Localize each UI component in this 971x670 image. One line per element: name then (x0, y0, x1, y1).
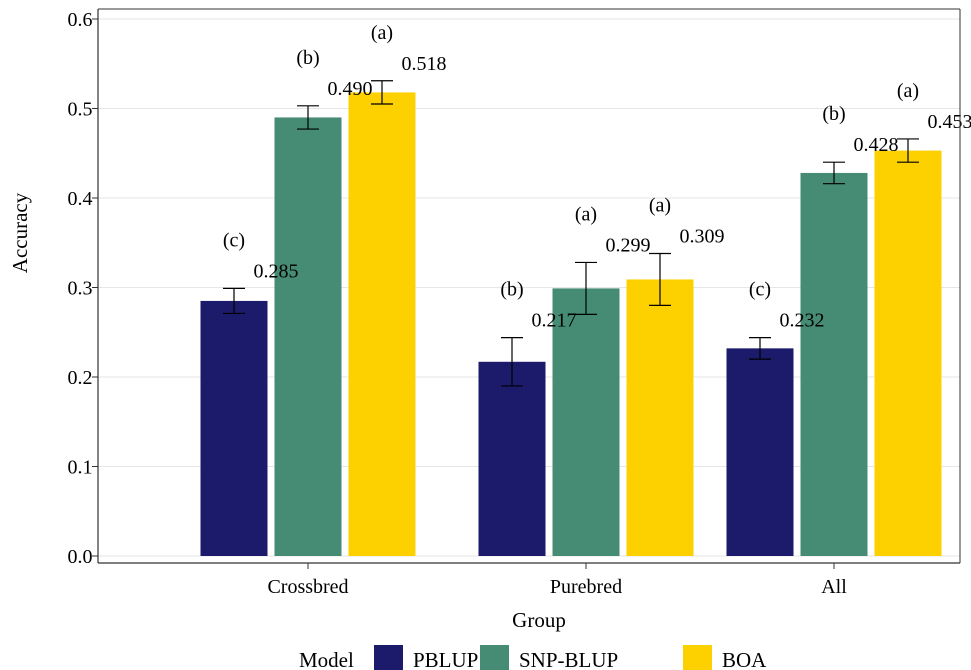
error-bar-boa-all (897, 138, 919, 163)
value-label-pblup-all: 0.232 (780, 310, 825, 332)
x-tick-label-crossbred: Crossbred (267, 576, 348, 598)
bar-boa-all (874, 150, 942, 556)
y-tick-label-3: 0.3 (68, 278, 93, 300)
x-tick-label-all: All (821, 576, 847, 598)
value-label-snp-blup-purebred: 0.299 (606, 234, 651, 256)
legend: Model PBLUP SNP-BLUP BOA (299, 645, 767, 670)
error-bar-boa-purebred (649, 252, 671, 306)
value-label-snp-blup-all: 0.428 (854, 134, 899, 156)
error-bar-snp-blup-all (823, 161, 845, 185)
y-tick-label-6: 0.6 (68, 9, 93, 31)
y-axis-title: Accuracy (8, 192, 32, 273)
value-label-pblup-purebred: 0.217 (532, 310, 577, 332)
bar-boa-crossbred (348, 92, 416, 556)
bar-pblup-purebred (478, 361, 546, 556)
value-label-pblup-crossbred: 0.285 (254, 260, 299, 282)
legend-label-boa: BOA (722, 648, 767, 670)
error-bar-boa-crossbred (371, 80, 393, 105)
bar-pblup-crossbred (200, 300, 268, 556)
value-label-boa-all: 0.453 (928, 111, 971, 133)
bar-boa-purebred (626, 279, 694, 556)
legend-title: Model (299, 648, 354, 670)
legend-swatch-pblup (374, 645, 403, 670)
error-bar-pblup-purebred (501, 337, 523, 387)
legend-label-snp-blup: SNP-BLUP (519, 648, 618, 670)
letter-label-boa-purebred: (a) (649, 194, 671, 216)
value-label-boa-crossbred: 0.518 (402, 53, 447, 75)
letter-label-pblup-all: (c) (749, 279, 771, 301)
axes: 0.0 0.1 0.2 0.3 0.4 0.5 0.6 Crossbred Purebred Al… (68, 8, 961, 598)
value-label-boa-purebred: 0.309 (680, 225, 725, 247)
letter-label-pblup-crossbred: (c) (223, 229, 245, 251)
error-bars (223, 80, 919, 387)
legend-label-pblup: PBLUP (413, 648, 478, 670)
x-axis-title: Group (512, 608, 566, 632)
bar-labels: 0.285 (c) 0.217 (b) 0.232 (c) 0.490 (b) 0.299 (a)… (223, 22, 971, 332)
letter-label-snp-blup-crossbred: (b) (296, 47, 319, 69)
letter-label-snp-blup-all: (b) (822, 103, 845, 125)
x-tick-label-purebred: Purebred (550, 576, 622, 598)
bar-snp-blup-all (800, 172, 868, 556)
y-tick-label-5: 0.5 (68, 99, 93, 121)
bar-pblup-all (726, 348, 794, 556)
y-tick-label-4: 0.4 (68, 188, 93, 210)
error-bar-pblup-crossbred (223, 287, 245, 315)
bar-snp-blup-crossbred (274, 117, 342, 556)
bars (200, 92, 942, 556)
error-bar-snp-blup-purebred (575, 261, 597, 315)
legend-swatch-snp-blup (480, 645, 509, 670)
letter-label-boa-crossbred: (a) (371, 22, 393, 44)
y-tick-label-0: 0.0 (68, 546, 93, 568)
letter-label-snp-blup-purebred: (a) (575, 203, 597, 225)
error-bar-snp-blup-crossbred (297, 105, 319, 130)
legend-swatch-boa (683, 645, 712, 670)
letter-label-boa-all: (a) (897, 80, 919, 102)
letter-label-pblup-purebred: (b) (500, 279, 523, 301)
error-bar-pblup-all (749, 337, 771, 360)
value-label-snp-blup-crossbred: 0.490 (328, 78, 373, 100)
y-tick-label-1: 0.1 (68, 457, 93, 479)
y-tick-label-2: 0.2 (68, 367, 93, 389)
bar-snp-blup-purebred (552, 288, 620, 556)
